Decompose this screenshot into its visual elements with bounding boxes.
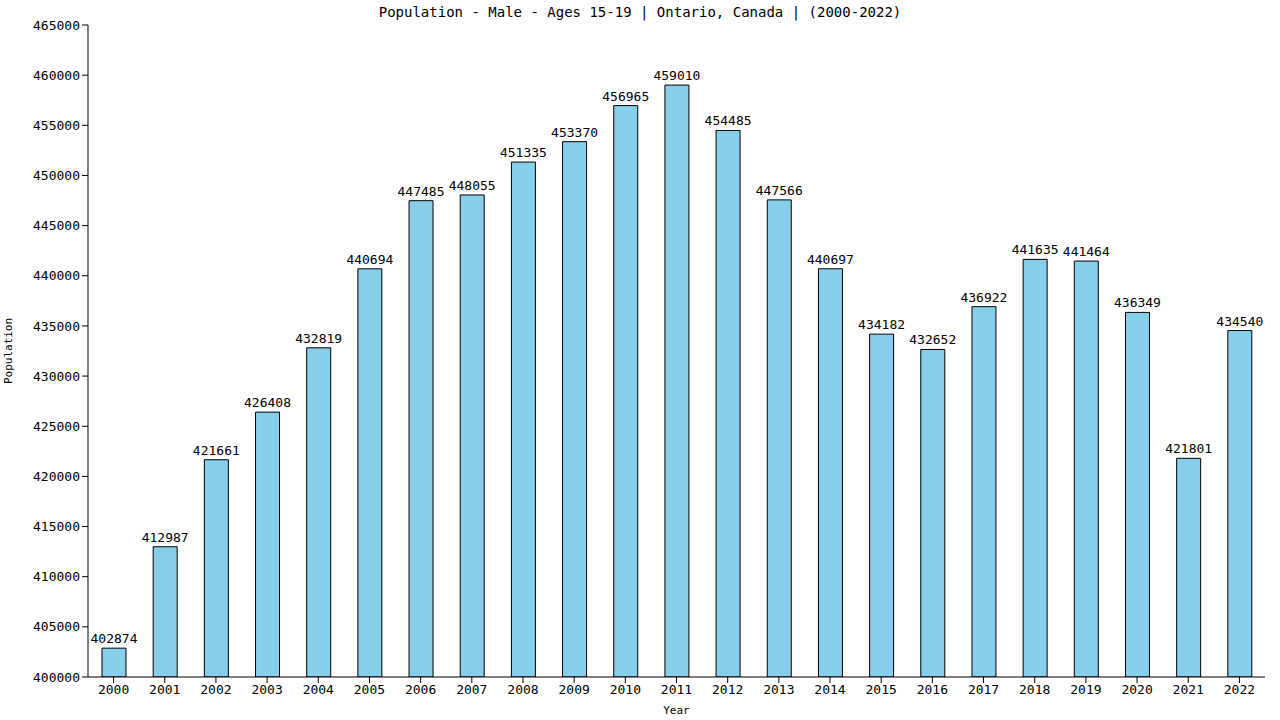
svg-text:2019: 2019 [1070,682,1101,697]
svg-text:415000: 415000 [33,519,80,534]
svg-text:432819: 432819 [295,331,342,346]
svg-text:430000: 430000 [33,369,80,384]
svg-text:455000: 455000 [33,118,80,133]
svg-text:2022: 2022 [1224,682,1255,697]
svg-text:2007: 2007 [456,682,487,697]
svg-text:2001: 2001 [149,682,180,697]
svg-text:459010: 459010 [653,68,700,83]
svg-text:2013: 2013 [763,682,794,697]
svg-text:2017: 2017 [968,682,999,697]
svg-text:440000: 440000 [33,268,80,283]
svg-text:441464: 441464 [1063,244,1110,259]
svg-text:402874: 402874 [91,631,138,646]
svg-text:460000: 460000 [33,68,80,83]
svg-text:447566: 447566 [756,183,803,198]
svg-text:2011: 2011 [661,682,692,697]
html-text:Population - Male - Ages 15-19: Population - Male - Ages 15-19 | Ontario… [378,4,902,20]
svg-text:2004: 2004 [303,682,334,697]
svg-text:2020: 2020 [1121,682,1152,697]
svg-text:2005: 2005 [354,682,385,697]
svg-text:2014: 2014 [814,682,845,697]
svg-text:434540: 434540 [1216,314,1263,329]
svg-text:2012: 2012 [712,682,743,697]
svg-text:456965: 456965 [602,89,649,104]
svg-text:440697: 440697 [807,252,854,267]
svg-text:434182: 434182 [858,317,905,332]
svg-text:432652: 432652 [909,332,956,347]
svg-text:400000: 400000 [33,670,80,685]
svg-text:2008: 2008 [507,682,538,697]
svg-text:447485: 447485 [398,184,445,199]
svg-text:2009: 2009 [558,682,589,697]
svg-text:448055: 448055 [449,178,496,193]
svg-text:421661: 421661 [193,443,240,458]
svg-text:453370: 453370 [551,125,598,140]
svg-text:412987: 412987 [142,530,189,545]
svg-text:2018: 2018 [1019,682,1050,697]
svg-text:2021: 2021 [1173,682,1204,697]
svg-text:465000: 465000 [33,18,80,33]
svg-text:436922: 436922 [960,290,1007,305]
svg-text:421801: 421801 [1165,441,1212,456]
svg-text:2015: 2015 [866,682,897,697]
svg-text:2016: 2016 [917,682,948,697]
svg-text:451335: 451335 [500,145,547,160]
svg-text:2010: 2010 [610,682,641,697]
svg-text:410000: 410000 [33,569,80,584]
svg-text:2003: 2003 [251,682,282,697]
svg-text:2002: 2002 [200,682,231,697]
svg-text:454485: 454485 [705,113,752,128]
svg-text:425000: 425000 [33,419,80,434]
svg-text:405000: 405000 [33,619,80,634]
svg-text:440694: 440694 [346,252,393,267]
svg-text:Year: Year [663,704,690,717]
svg-text:426408: 426408 [244,395,291,410]
svg-text:2006: 2006 [405,682,436,697]
svg-text:2000: 2000 [98,682,129,697]
svg-text:436349: 436349 [1114,295,1161,310]
svg-text:435000: 435000 [33,319,80,334]
svg-text:445000: 445000 [33,218,80,233]
svg-text:441635: 441635 [1012,242,1059,257]
svg-text:420000: 420000 [33,469,80,484]
svg-text:450000: 450000 [33,168,80,183]
svg-text:Population: Population [8,318,15,384]
